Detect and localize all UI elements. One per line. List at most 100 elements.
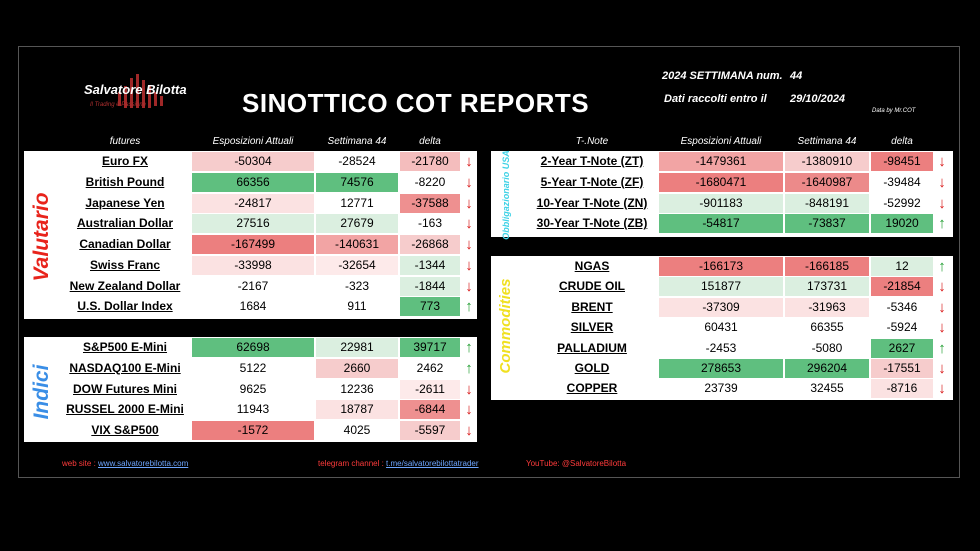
row-week: 22981 bbox=[316, 338, 398, 357]
row-current: -901183 bbox=[659, 193, 783, 213]
row-week: 12771 bbox=[316, 193, 398, 213]
row-week: -140631 bbox=[316, 235, 398, 254]
row-current: -166173 bbox=[659, 257, 783, 276]
row-week: -73837 bbox=[785, 214, 869, 234]
col-head-week-r: Settimana 44 bbox=[797, 136, 857, 147]
row-current: 23739 bbox=[659, 379, 783, 399]
page-title: SINOTTICO COT REPORTS bbox=[242, 88, 590, 118]
row-delta: -2611 bbox=[400, 379, 460, 399]
arrow-down-icon: ↓ bbox=[465, 277, 473, 295]
col-head-futures: futures bbox=[109, 136, 141, 147]
report-header: Salvatore Bilotta Il Trading è Passione … bbox=[24, 52, 954, 130]
arrow-down-icon: ↓ bbox=[465, 194, 473, 212]
row-current: 66356 bbox=[192, 172, 314, 192]
date-value: 29/10/2024 bbox=[790, 93, 846, 105]
arrow-down-icon: ↓ bbox=[465, 380, 473, 398]
telegram-link[interactable]: t.me/salvatorebilottatrader bbox=[386, 459, 479, 468]
row-week: -5080 bbox=[785, 338, 869, 358]
col-head-delta: delta bbox=[419, 136, 441, 147]
arrow-down-icon: ↓ bbox=[465, 422, 473, 439]
row-delta: -39484 bbox=[871, 172, 933, 192]
arrow-down-icon: ↓ bbox=[938, 298, 946, 316]
row-name: NGAS bbox=[527, 257, 657, 276]
row-name: 2-Year T-Note (ZT) bbox=[527, 152, 657, 171]
row-current: 60431 bbox=[659, 318, 783, 338]
row-current: -2167 bbox=[192, 276, 314, 296]
row-delta: 12 bbox=[871, 257, 933, 276]
row-week: -28524 bbox=[316, 152, 398, 171]
row-week: 74576 bbox=[316, 172, 398, 192]
row-current: -33998 bbox=[192, 255, 314, 275]
row-current: -1572 bbox=[192, 421, 314, 440]
row-name: COPPER bbox=[527, 379, 657, 399]
row-delta: -5346 bbox=[871, 297, 933, 317]
row-name: PALLADIUM bbox=[527, 338, 657, 358]
website-link[interactable]: www.salvatorebilotta.com bbox=[98, 459, 189, 468]
row-name: 30-Year T-Note (ZB) bbox=[527, 214, 657, 234]
row-week: -1640987 bbox=[785, 172, 869, 192]
row-week: 12236 bbox=[316, 379, 398, 399]
section-valutario: Valutario bbox=[30, 192, 53, 282]
row-week: 2660 bbox=[316, 358, 398, 378]
arrow-up-icon: ↑ bbox=[938, 215, 946, 233]
row-delta: -37588 bbox=[400, 193, 460, 213]
col-head-delta-r: delta bbox=[891, 136, 913, 147]
row-name: British Pound bbox=[60, 172, 190, 192]
row-delta: 19020 bbox=[871, 214, 933, 234]
row-name: 5-Year T-Note (ZF) bbox=[527, 172, 657, 192]
row-delta: -98451 bbox=[871, 152, 933, 171]
row-delta: -8716 bbox=[871, 379, 933, 399]
row-name: VIX S&P500 bbox=[60, 421, 190, 440]
arrow-down-icon: ↓ bbox=[938, 194, 946, 212]
arrow-down-icon: ↓ bbox=[938, 173, 946, 191]
row-name: NASDAQ100 E-Mini bbox=[60, 358, 190, 378]
row-week: -848191 bbox=[785, 193, 869, 213]
row-week: 296204 bbox=[785, 359, 869, 378]
arrow-down-icon: ↓ bbox=[938, 380, 946, 398]
row-delta: -5924 bbox=[871, 318, 933, 338]
row-week: -323 bbox=[316, 276, 398, 296]
arrow-down-icon: ↓ bbox=[938, 278, 946, 296]
row-name: BRENT bbox=[527, 297, 657, 317]
week-value: 44 bbox=[790, 70, 803, 82]
footer-website: web site : www.salvatorebilotta.com bbox=[62, 459, 188, 468]
logo-waveform-icon bbox=[118, 74, 163, 108]
row-current: 151877 bbox=[659, 277, 783, 297]
section-obbligazionario: Obbligazionario USA bbox=[501, 150, 511, 240]
col-head-current: Esposizioni Attuali bbox=[212, 136, 294, 147]
row-current: 1684 bbox=[192, 297, 314, 317]
arrow-up-icon: ↑ bbox=[465, 359, 473, 377]
row-name: Euro FX bbox=[60, 152, 190, 171]
row-name: New Zealand Dollar bbox=[60, 276, 190, 296]
arrow-down-icon: ↓ bbox=[465, 401, 473, 419]
row-delta: -1344 bbox=[400, 255, 460, 275]
row-week: -166185 bbox=[785, 257, 869, 276]
row-current: -1479361 bbox=[659, 152, 783, 171]
arrow-down-icon: ↓ bbox=[938, 319, 946, 337]
row-name: Australian Dollar bbox=[60, 214, 190, 234]
row-current: -37309 bbox=[659, 297, 783, 317]
row-name: GOLD bbox=[527, 359, 657, 378]
row-delta: -52992 bbox=[871, 193, 933, 213]
arrow-up-icon: ↑ bbox=[465, 339, 473, 356]
row-current: 62698 bbox=[192, 338, 314, 357]
row-week: -32654 bbox=[316, 255, 398, 275]
row-name: U.S. Dollar Index bbox=[60, 297, 190, 317]
col-head-tnote: T-.Note bbox=[575, 136, 609, 147]
row-delta: -21780 bbox=[400, 152, 460, 171]
row-name: 10-Year T-Note (ZN) bbox=[527, 193, 657, 213]
row-current: 11943 bbox=[192, 400, 314, 420]
arrow-down-icon: ↓ bbox=[938, 153, 946, 170]
row-delta: -5597 bbox=[400, 421, 460, 440]
row-week: -1380910 bbox=[785, 152, 869, 171]
arrow-up-icon: ↑ bbox=[938, 258, 946, 275]
row-delta: 773 bbox=[400, 297, 460, 317]
row-name: RUSSEL 2000 E-Mini bbox=[60, 400, 190, 420]
arrow-down-icon: ↓ bbox=[465, 256, 473, 274]
row-current: -167499 bbox=[192, 235, 314, 254]
row-delta: 39717 bbox=[400, 338, 460, 357]
row-week: 32455 bbox=[785, 379, 869, 399]
footer-web-label: web site : bbox=[62, 459, 99, 468]
arrow-up-icon: ↑ bbox=[465, 298, 473, 316]
row-week: 173731 bbox=[785, 277, 869, 297]
